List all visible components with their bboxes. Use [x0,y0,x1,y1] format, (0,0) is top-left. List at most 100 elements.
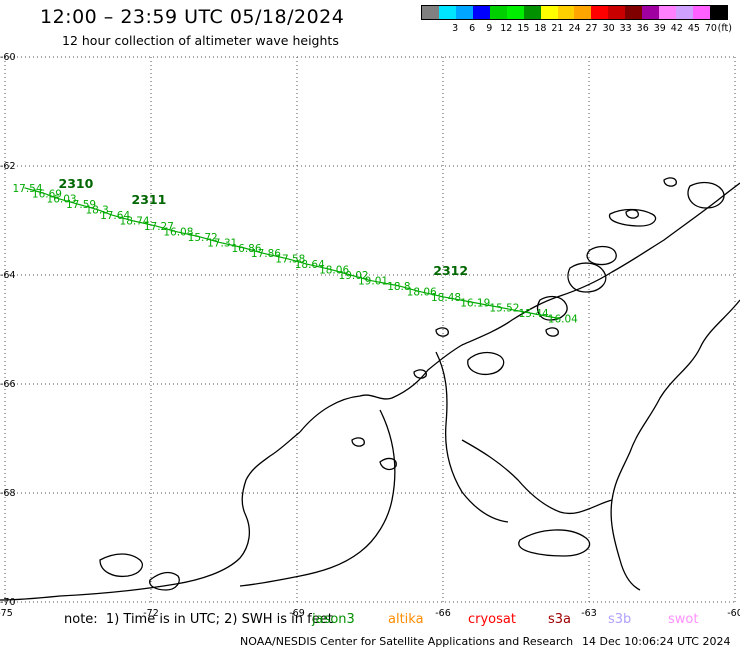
inner-coast-1 [435,351,509,523]
joinville-island [687,181,725,209]
lat-tick-label: -60 [0,52,16,63]
wave-height-label: 18.8 [387,281,410,293]
track-segment [111,214,132,222]
track-segment [58,198,79,205]
charcot-island [99,553,143,578]
track-segment [155,225,176,232]
legend-swatch [523,6,541,19]
legend-label: 42 [670,23,683,34]
legend-labels: (ft) 3 6 9 12 15 18 21 24 27 30 33 36 39 42 45 70 [421,23,732,35]
track-segment [24,187,45,194]
legend-label: 27 [585,23,598,34]
lon-tick-label: -66 [435,608,451,619]
track-segment [369,279,400,287]
legend-unit: (ft) [717,23,732,34]
time-marker-label: 2312 [433,263,468,278]
lat-tick-label: -70 [0,597,16,608]
adelaide-island [467,351,505,376]
page-subtitle: 12 hour collection of altimeter wave hei… [62,33,339,48]
legend-label: 12 [500,23,513,34]
legend-label: 21 [551,23,564,34]
track-segment [530,312,560,320]
legend-label: 3 [452,23,459,34]
legend-label: 45 [687,23,700,34]
legend-swatch [574,6,592,19]
lon-tick-label: -63 [581,608,597,619]
mission-label-swot: swot [668,612,699,627]
legend-swatch [608,6,626,19]
legend-label: 6 [469,23,476,34]
wave-height-label: 18.3 [85,205,108,217]
track-segment [442,296,473,303]
mission-label-s3a: s3a [548,612,572,627]
legend-label: 15 [517,23,530,34]
lon-tick-label: -60 [727,608,740,619]
legend-label: 18 [534,23,547,34]
generation-timestamp: 14 Dec 10:06:24 UTC 2024 [582,635,731,648]
islet-2 [545,327,559,337]
page-title: 12:00 – 23:59 UTC 05/18/2024 [40,6,345,28]
track-segment [97,209,113,216]
footnote: note: 1) Time is in UTC; 2) SWH is in fe… [64,612,333,627]
legend-label: 36 [636,23,649,34]
legend-swatch [438,6,456,19]
track-segment [399,285,419,292]
legend-label: 70 [704,23,717,34]
islet-4 [351,437,365,447]
track-segment [472,301,502,309]
legend-label: 39 [653,23,666,34]
track-segment [306,263,332,271]
lon-tick-label: -72 [143,608,159,619]
track-segment [350,274,371,282]
legend-swatch [422,6,439,19]
alexander-island [0,431,301,601]
lat-tick-label: -66 [0,379,16,390]
islet-8 [518,529,591,557]
track-segment [243,247,264,254]
lat-tick-label: -68 [0,488,16,499]
lon-tick-label: -75 [0,608,13,619]
legend-swatch [489,6,507,19]
anvers-island [567,262,607,293]
graticule: -75 -72 -69 -66 -63 -60 -60 -62 -64 -66 -68 -70 [0,52,740,619]
brabant-island [536,295,568,321]
legend-swatch [455,6,473,19]
lat-tick-label: -62 [0,161,16,172]
mission-label-s3b: s3b [608,612,632,627]
track-segment [501,307,531,314]
legend-swatch [506,6,524,19]
legend-color-bar [421,5,728,20]
mission-label-jason3: jason3 [312,612,355,627]
islet-1 [625,209,639,219]
track-segment [418,290,444,298]
legend-label: 24 [568,23,581,34]
time-marker-label: 2311 [132,192,167,207]
legend-swatch [659,6,677,19]
islet-9 [586,245,617,266]
inner-coast-2 [461,439,613,515]
legend-label: 9 [486,23,493,34]
legend-swatch [625,6,643,19]
coastline [0,177,740,601]
wave-height-label: 16.04 [548,314,578,326]
track-segment [199,236,220,243]
islet-7 [663,177,677,187]
track-segment [175,230,200,238]
legend-swatch [540,6,558,19]
legend-label: 30 [602,23,615,34]
legend-swatch [642,6,660,19]
legend-swatch [693,6,710,19]
track-segment [43,192,59,200]
track-segment [219,241,244,249]
mission-label-cryosat: cryosat [468,612,516,627]
track-segment [77,203,98,211]
ronne-entrance [149,571,180,591]
track-segment [262,252,288,260]
legend-swatch [591,6,609,19]
lat-tick-label: -64 [0,270,16,281]
track-segment [131,219,156,227]
islet-3 [413,369,427,379]
mission-label-altika: altika [388,612,424,627]
legend-swatch [557,6,575,19]
